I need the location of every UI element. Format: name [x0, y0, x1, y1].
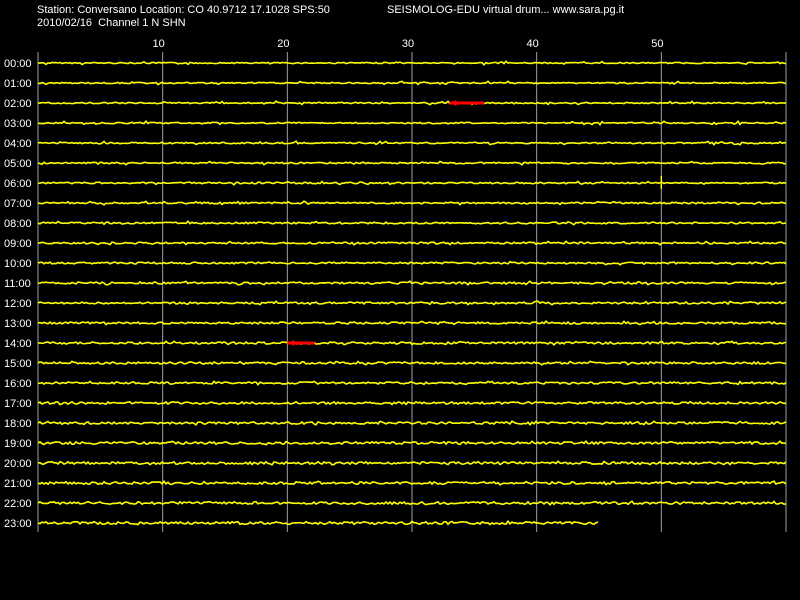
x-tick-label: 20	[277, 38, 289, 50]
hour-label: 07:00	[4, 198, 32, 210]
trace-0700	[37, 200, 787, 206]
hour-label: 05:00	[4, 158, 32, 170]
trace-0200	[37, 100, 787, 106]
hour-label: 20:00	[4, 458, 32, 470]
trace-0500	[37, 160, 787, 166]
hour-label: 04:00	[4, 138, 32, 150]
trace-0800	[37, 220, 787, 226]
hour-label: 21:00	[4, 478, 32, 490]
trace-2000	[37, 460, 787, 466]
x-tick-label: 50	[651, 38, 663, 50]
hour-label: 08:00	[4, 218, 32, 230]
trace-1700	[37, 400, 787, 406]
hour-label: 06:00	[4, 178, 32, 190]
event-arrow-head	[449, 100, 457, 106]
trace-1000	[37, 260, 787, 266]
trace-1500	[37, 360, 787, 366]
trace-2300	[37, 519, 599, 526]
trace-0400	[37, 140, 787, 146]
hour-label: 09:00	[4, 238, 32, 250]
x-tick-label: 10	[153, 38, 165, 50]
hour-label: 15:00	[4, 358, 32, 370]
hour-label: 13:00	[4, 318, 32, 330]
hour-label: 12:00	[4, 298, 32, 310]
trace-2200	[37, 500, 787, 506]
trace-1300	[37, 320, 787, 326]
hour-label: 17:00	[4, 398, 32, 410]
trace-0000	[37, 60, 787, 66]
hour-label: 01:00	[4, 78, 32, 90]
trace-0100	[37, 80, 787, 86]
hour-label: 19:00	[4, 438, 32, 450]
station-info: Station: Conversano Location: CO 40.9712…	[37, 4, 330, 16]
trace-1100	[37, 280, 787, 286]
trace-0300	[37, 120, 787, 127]
x-tick-label: 40	[527, 38, 539, 50]
hour-label: 11:00	[4, 278, 31, 290]
event-arrow-head	[287, 340, 295, 346]
hour-label: 22:00	[4, 498, 32, 510]
hour-label: 10:00	[4, 258, 32, 270]
trace-1800	[37, 420, 787, 426]
trace-1600	[37, 380, 787, 386]
trace-1900	[37, 440, 787, 446]
x-tick-label: 30	[402, 38, 414, 50]
hour-label: 23:00	[4, 518, 32, 530]
trace-2100	[37, 480, 787, 486]
trace-0900	[37, 240, 787, 246]
trace-1200	[37, 300, 787, 306]
date-channel-info: 2010/02/16 Channel 1 N SHN	[37, 17, 186, 29]
hour-label: 02:00	[4, 98, 32, 110]
hour-label: 00:00	[4, 58, 32, 70]
trace-1400	[37, 340, 787, 346]
hour-label: 18:00	[4, 418, 32, 430]
hour-label: 16:00	[4, 378, 32, 390]
app-title: SEISMOLOG-EDU virtual drum... www.sara.p…	[387, 4, 625, 16]
hour-label: 14:00	[4, 338, 32, 350]
hour-label: 03:00	[4, 118, 32, 130]
